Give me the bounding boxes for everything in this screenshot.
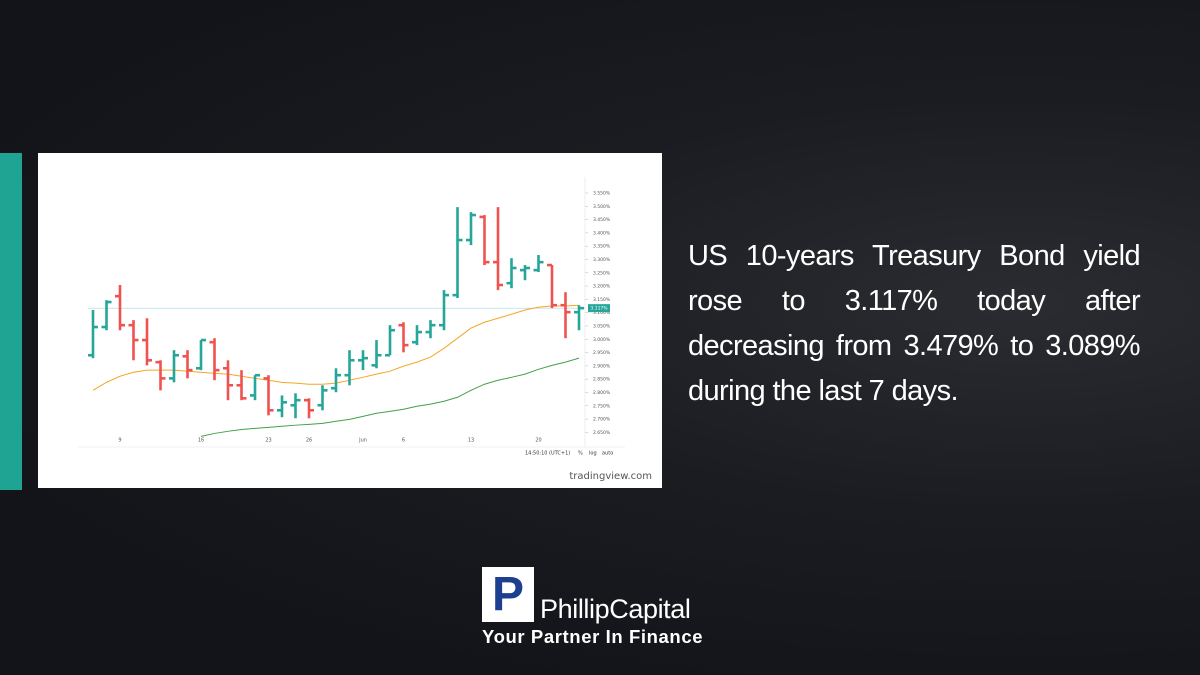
accent-bar xyxy=(0,153,22,490)
chart: 3.550% 3.500% 3.450% 3.400% 3.350% 3.300% 3.25… xyxy=(78,177,652,482)
x-tick-label: 13 xyxy=(468,438,474,444)
x-tick-label: 20 xyxy=(535,438,541,444)
y-tick-label: 3.500% xyxy=(593,204,611,210)
moving-average xyxy=(200,357,580,437)
y-tick-label: 3.000% xyxy=(593,337,611,343)
clock: 14:50:10 (UTC+1) xyxy=(525,451,570,457)
toolbar-item[interactable]: auto xyxy=(602,451,613,457)
logo-mark: P xyxy=(491,568,524,621)
y-tick-label: 3.400% xyxy=(593,230,611,236)
x-tick-label: 16 xyxy=(198,438,204,444)
x-tick-label: 26 xyxy=(306,438,312,444)
y-tick-label: 3.250% xyxy=(593,270,611,276)
y-tick-label: 2.900% xyxy=(593,363,611,369)
y-tick-label: 2.750% xyxy=(593,403,611,409)
last-price-tag xyxy=(588,304,610,313)
chart-panel: 3.550% 3.500% 3.450% 3.400% 3.350% 3.300% 3.25… xyxy=(38,153,662,488)
toolbar-item[interactable]: log xyxy=(589,451,597,457)
last-price-label: 3.117% xyxy=(590,306,608,312)
x-tick-label: 6 xyxy=(402,438,405,444)
y-tick-label: 3.150% xyxy=(593,297,611,303)
y-tick-label: 3.550% xyxy=(593,190,611,196)
y-tick-label: 2.700% xyxy=(593,417,611,423)
y-tick-label: 2.800% xyxy=(593,390,611,396)
y-tick-label: 3.450% xyxy=(593,217,611,223)
y-tick-label: 2.850% xyxy=(593,377,611,383)
logo-name: PhillipCapital xyxy=(540,594,691,624)
post-text: US 10-years Treasury Bond yield rose to … xyxy=(688,240,1141,407)
x-tick-label: Jun xyxy=(358,438,367,444)
y-tick-label: 3.350% xyxy=(593,244,611,250)
y-tick-label: 3.300% xyxy=(593,257,611,263)
y-tick-label: 3.200% xyxy=(593,284,611,290)
logo-tagline: Your Partner In Finance xyxy=(482,626,704,647)
x-tick-label: 23 xyxy=(265,438,271,444)
toolbar-item[interactable]: % xyxy=(578,451,583,457)
logo-box: P xyxy=(482,567,534,622)
y-tick-label: 2.650% xyxy=(593,430,611,436)
watermark: tradingview.com xyxy=(569,471,652,482)
y-tick-label: 2.950% xyxy=(593,350,611,356)
y-tick-label: 3.100% xyxy=(593,310,611,316)
x-tick-label: 9 xyxy=(118,438,121,444)
y-tick-label: 3.050% xyxy=(593,323,611,329)
